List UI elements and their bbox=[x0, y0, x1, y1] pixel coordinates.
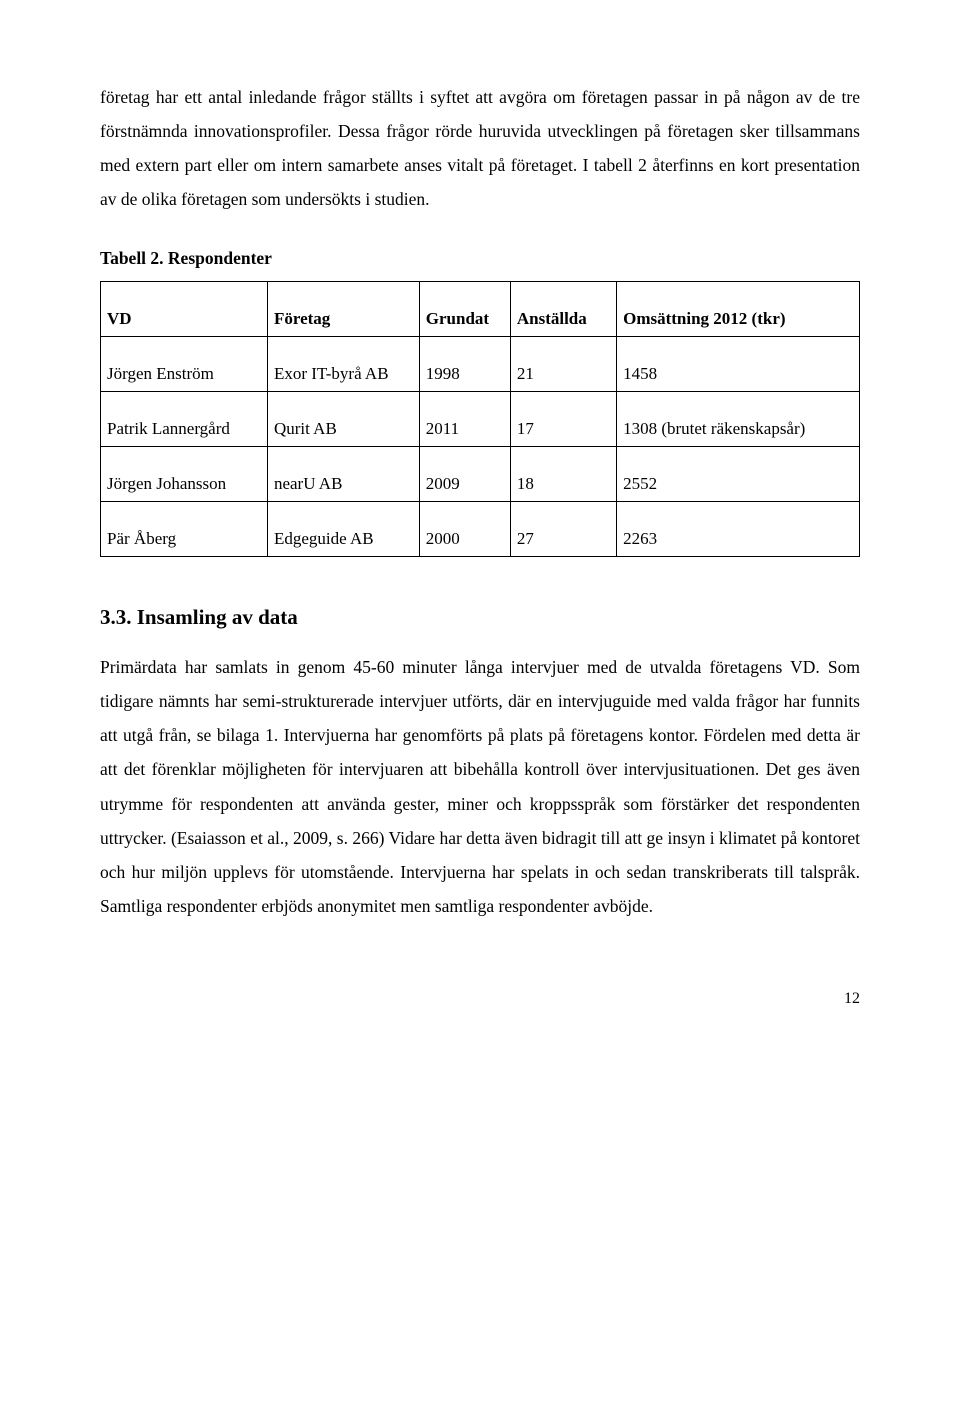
section-body: Primärdata har samlats in genom 45-60 mi… bbox=[100, 650, 860, 923]
table-caption: Tabell 2. Respondenter bbox=[100, 241, 860, 275]
cell-founded: 1998 bbox=[419, 336, 510, 391]
cell-turnover: 2552 bbox=[617, 446, 860, 501]
cell-employees: 18 bbox=[510, 446, 616, 501]
cell-employees: 21 bbox=[510, 336, 616, 391]
table-header-row: VD Företag Grundat Anställda Omsättning … bbox=[101, 281, 860, 336]
section-heading: 3.3. Insamling av data bbox=[100, 597, 860, 638]
cell-founded: 2009 bbox=[419, 446, 510, 501]
table-header-employees: Anställda bbox=[510, 281, 616, 336]
cell-vd: Pär Åberg bbox=[101, 502, 268, 557]
cell-founded: 2000 bbox=[419, 502, 510, 557]
cell-turnover: 1308 (brutet räkenskapsår) bbox=[617, 391, 860, 446]
table-header-company: Företag bbox=[267, 281, 419, 336]
cell-company: nearU AB bbox=[267, 446, 419, 501]
cell-turnover: 1458 bbox=[617, 336, 860, 391]
cell-company: Exor IT-byrå AB bbox=[267, 336, 419, 391]
cell-company: Qurit AB bbox=[267, 391, 419, 446]
table-header-founded: Grundat bbox=[419, 281, 510, 336]
intro-paragraph: företag har ett antal inledande frågor s… bbox=[100, 80, 860, 217]
cell-founded: 2011 bbox=[419, 391, 510, 446]
cell-vd: Patrik Lannergård bbox=[101, 391, 268, 446]
table-row: Jörgen Johansson nearU AB 2009 18 2552 bbox=[101, 446, 860, 501]
table-row: Patrik Lannergård Qurit AB 2011 17 1308 … bbox=[101, 391, 860, 446]
table-header-turnover: Omsättning 2012 (tkr) bbox=[617, 281, 860, 336]
cell-vd: Jörgen Johansson bbox=[101, 446, 268, 501]
cell-employees: 17 bbox=[510, 391, 616, 446]
page-number: 12 bbox=[100, 983, 860, 1014]
respondents-table: VD Företag Grundat Anställda Omsättning … bbox=[100, 281, 860, 557]
cell-employees: 27 bbox=[510, 502, 616, 557]
cell-company: Edgeguide AB bbox=[267, 502, 419, 557]
table-row: Pär Åberg Edgeguide AB 2000 27 2263 bbox=[101, 502, 860, 557]
cell-turnover: 2263 bbox=[617, 502, 860, 557]
table-header-vd: VD bbox=[101, 281, 268, 336]
table-row: Jörgen Enström Exor IT-byrå AB 1998 21 1… bbox=[101, 336, 860, 391]
cell-vd: Jörgen Enström bbox=[101, 336, 268, 391]
